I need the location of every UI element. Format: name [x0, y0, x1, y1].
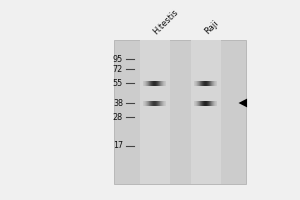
Bar	[114, 40, 246, 184]
Text: 17: 17	[113, 142, 123, 150]
Text: Raji: Raji	[202, 19, 220, 36]
Bar	[190, 40, 220, 184]
Text: 95: 95	[113, 54, 123, 64]
Bar	[140, 40, 169, 184]
Text: 28: 28	[113, 112, 123, 121]
Text: 72: 72	[113, 64, 123, 73]
Text: 38: 38	[113, 98, 123, 108]
Text: 55: 55	[113, 78, 123, 88]
Text: H.testis: H.testis	[152, 7, 180, 36]
Polygon shape	[238, 99, 247, 107]
